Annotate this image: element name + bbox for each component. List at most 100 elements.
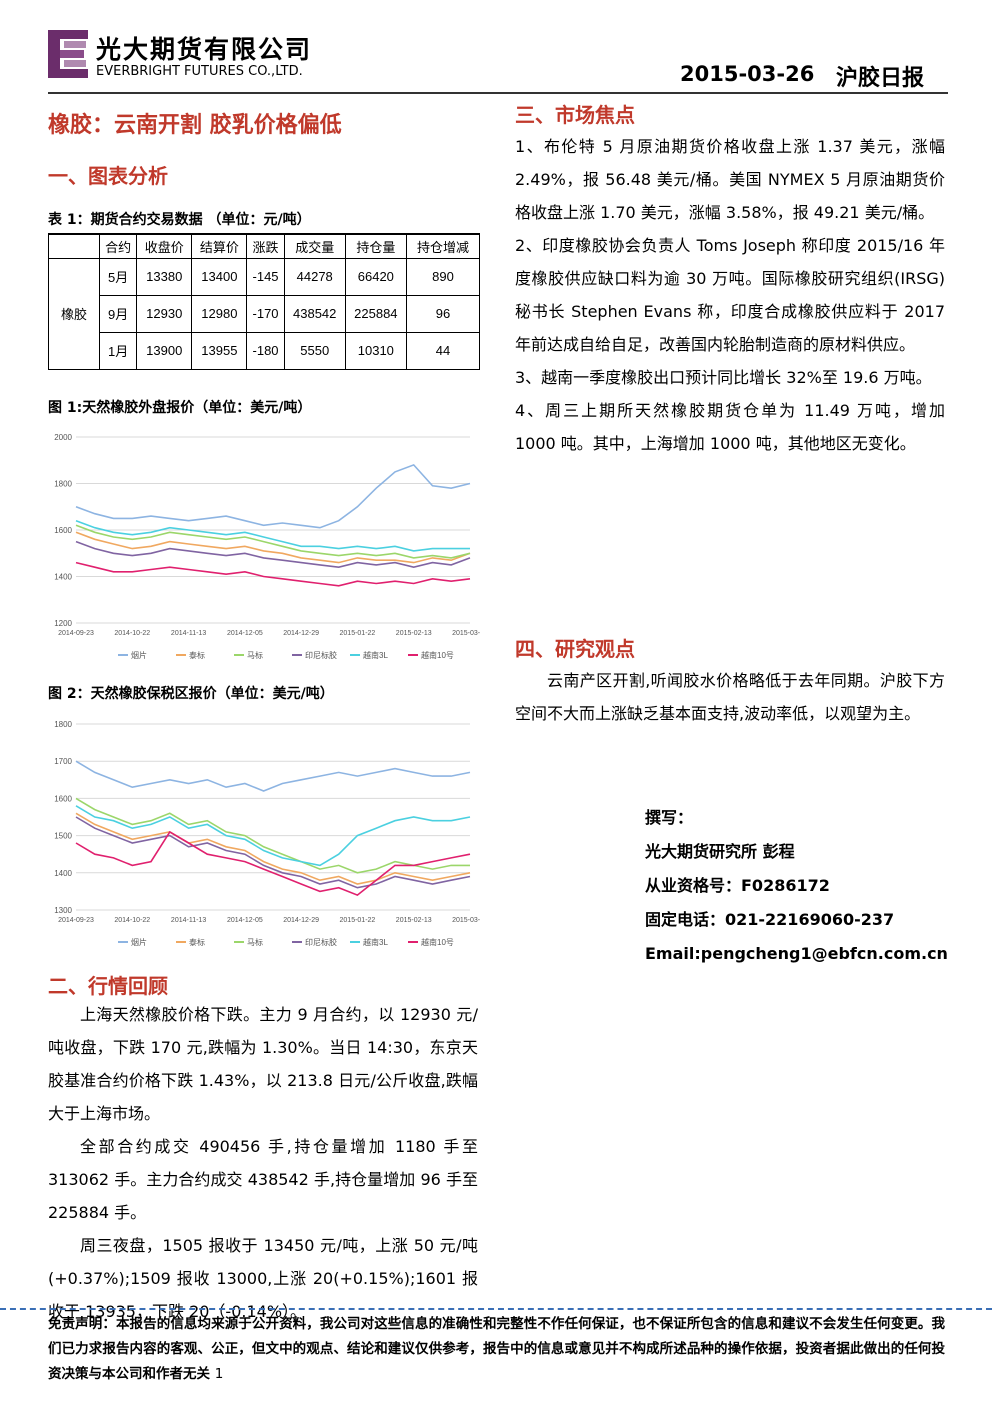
x-tick-label: 2015-01-22 [340,630,376,637]
section-heading: 二、行情回顾 [48,974,168,998]
line-series [75,816,471,889]
footer-rule [0,1308,992,1310]
line-series [75,830,471,897]
x-tick-label: 2015-03-18 [452,917,480,924]
paragraph: 3、越南一季度橡胶出口预计同比增长 32%至 19.6 万吨。 [515,368,932,387]
section-heading: 四、研究观点 [515,637,635,661]
line-series [75,812,471,885]
data-table: 合约 收盘价 结算价 涨跌 成交量 持仓量 持仓增减 橡胶 5月 13380 13400 -145 44… [48,233,481,370]
table-row-label: 橡胶 [48,257,100,370]
y-tick-label: 1600 [54,794,72,803]
x-tick-label: 2014-12-29 [283,630,319,637]
table-row: 9月 12930 12980 -170 438542 225884 96 [49,294,481,333]
table-cell: 13380 [136,257,193,296]
y-tick-label: 1600 [54,526,72,535]
section-body: 上海天然橡胶价格下跌。主力 9 月合约，以 12930 元/吨收盘，下跌 170… [48,998,478,1328]
table-row: 橡胶 5月 13380 13400 -145 44278 66420 890 [48,257,481,370]
table-caption: 表 1：期货合约交易数据 （单位：元/吨） [48,212,311,228]
legend-label: 马标 [247,937,263,947]
table-cell: -170 [246,294,285,333]
x-tick-label: 2014-12-05 [227,630,263,637]
legend-label: 印尼标胶 [305,937,337,947]
x-tick-label: 2014-10-22 [114,630,150,637]
report-date: 2015-03-26 [680,62,815,86]
line-series [75,805,471,867]
table-cell: 1月 [98,331,138,370]
x-tick-label: 2014-12-05 [227,917,263,924]
paragraph: 云南产区开割,听闻胶水价格略低于去年同期。沪胶下方空间不大而上涨缺乏基本面支持,… [515,671,945,723]
section-heading: 三、市场焦点 [515,103,635,127]
figure-caption: 图 1:天然橡胶外盘报价（单位：美元/吨） [48,400,312,416]
table-header-cell: 涨跌 [246,233,285,259]
table-cell: 96 [405,294,481,333]
legend-label: 越南3L [363,650,388,660]
header-rule [48,92,948,94]
table-cell: 44 [405,331,481,370]
table-cell: -180 [246,331,285,370]
legend-label: 印尼标胶 [305,650,337,660]
table-cell: -145 [246,257,285,296]
paragraph: 4、周三上期所天然橡胶期货仓单为 11.49 万吨，增加 1000 吨。其中，上… [515,401,945,453]
y-tick-label: 1800 [54,720,72,729]
legend-label: 烟片 [131,650,147,660]
y-tick-label: 1800 [54,480,72,489]
y-tick-label: 1700 [54,757,72,766]
line-series [75,797,470,874]
table-row: 1月 13900 13955 -180 5550 10310 44 [49,331,481,370]
line-series [75,531,471,564]
figure-caption: 图 2：天然橡胶保税区报价（单位：美元/吨） [48,686,334,702]
y-tick-label: 1200 [54,619,72,628]
paragraph: 上海天然橡胶价格下跌。主力 9 月合约，以 12930 元/吨收盘，下跌 170… [48,1005,478,1123]
line-series [75,760,471,792]
x-tick-label: 2015-02-13 [396,917,432,924]
legend-label: 泰标 [189,650,205,660]
x-tick-label: 2015-02-13 [396,630,432,637]
table-cell: 890 [405,257,481,296]
table-cell: 13400 [191,257,248,296]
paragraph: 2、印度橡胶协会负责人 Toms Joseph 称印度 2015/16 年度橡胶… [515,236,945,354]
table-cell: 438542 [283,294,346,333]
y-tick-label: 2000 [54,433,72,442]
table-header-cell: 合约 [98,233,138,259]
y-tick-label: 1500 [54,832,72,841]
y-tick-label: 1300 [54,906,72,915]
paragraph: 1、布伦特 5 月原油期货价格收盘上涨 1.37 美元，涨幅 2.49%，报 5… [515,137,945,222]
company-cn: 光大期货有限公司 [96,35,313,64]
table-cell: 66420 [344,257,407,296]
x-tick-label: 2014-09-23 [58,917,94,924]
table-row: 合约 收盘价 结算价 涨跌 成交量 持仓量 持仓增减 [48,233,481,259]
table-cell: 10310 [344,331,407,370]
x-tick-label: 2014-09-23 [58,630,94,637]
y-tick-label: 1400 [54,573,72,582]
table-header-cell: 成交量 [283,233,346,259]
table-header-cell: 结算价 [191,233,248,259]
table-cell: 12930 [136,294,193,333]
table-cell: 13955 [191,331,248,370]
paragraph: 周三夜盘，1505 报收于 13450 元/吨，上涨 50 元/吨(+0.37%… [48,1236,478,1321]
table-cell: 13900 [136,331,193,370]
page-title: 橡胶：云南开割 胶乳价格偏低 [48,113,342,138]
table-cell: 44278 [283,257,346,296]
chart: 1200 1400 1600 1800 2000 2014-09-23 2014-10-22… [54,433,480,660]
legend-label: 越南10号 [421,650,454,660]
line-series [75,540,471,569]
x-tick-label: 2015-01-22 [340,917,376,924]
logo [48,30,88,78]
author-label: 撰写： [645,808,694,827]
x-tick-label: 2014-10-22 [114,917,150,924]
legend-label: 越南3L [363,937,388,947]
line-series [75,519,470,552]
x-tick-label: 2014-11-13 [171,917,206,924]
author-line: Email:pengcheng1@ebfcn.com.cn [645,944,948,963]
legend-label: 烟片 [131,937,147,947]
table-cell: 9月 [98,294,138,333]
company-en: EVERBRIGHT FUTURES CO.,LTD. [96,64,303,79]
table-header-cell: 持仓量 [344,233,407,259]
section-heading: 一、图表分析 [48,164,168,188]
disclaimer-text: 免责声明：本报告的信息均来源于公开资料，我公司对这些信息的准确性和完整性不作任何… [48,1316,945,1382]
line-series [75,524,471,559]
table-header-cell: 持仓增减 [405,233,481,259]
table-cell: 5550 [283,331,346,370]
author-line: 固定电话：021-22169060-237 [645,910,895,929]
